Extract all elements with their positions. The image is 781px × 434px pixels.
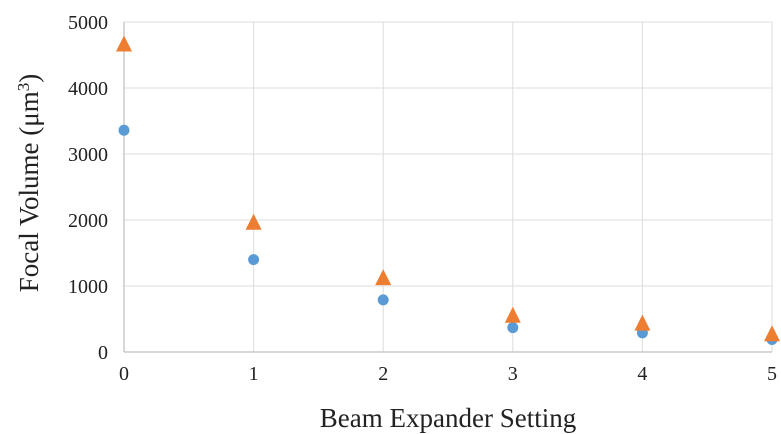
axes — [123, 22, 772, 353]
circle-point — [377, 294, 389, 306]
y-axis-label: Focal Volume (μm3) — [14, 74, 45, 292]
triangle-point — [634, 314, 651, 331]
y-tick-label: 1000 — [68, 276, 108, 298]
y-axis-label-prefix: Focal Volume (μm — [14, 91, 44, 292]
triangle-point — [245, 213, 262, 230]
data-points — [116, 35, 780, 345]
x-tick-label: 1 — [249, 363, 259, 385]
triangle-point — [764, 325, 780, 342]
y-axis-label-exponent: 3 — [14, 83, 33, 92]
x-axis-label: Beam Expander Setting — [320, 403, 576, 433]
y-axis-label-suffix: ) — [14, 74, 44, 83]
y-tick-label: 3000 — [68, 144, 108, 166]
triangle-point — [375, 269, 392, 286]
y-tick-label: 2000 — [68, 210, 108, 232]
x-tick-label: 5 — [767, 363, 777, 385]
y-tick-label: 5000 — [68, 12, 108, 34]
circle-point — [507, 322, 519, 334]
grid-lines — [124, 21, 773, 352]
x-tick-label: 4 — [637, 363, 647, 385]
circle-point — [118, 124, 130, 136]
triangle-point — [504, 306, 521, 323]
y-tick-label: 0 — [98, 342, 108, 364]
x-tick-label: 0 — [119, 363, 129, 385]
x-tick-label: 3 — [508, 363, 518, 385]
triangle-point — [116, 35, 132, 52]
tick-labels: 0 1000 2000 3000 4000 5000 0 1 2 3 4 5 — [68, 12, 777, 385]
y-tick-label: 4000 — [68, 78, 108, 100]
x-tick-label: 2 — [378, 363, 388, 385]
circle-point — [248, 254, 260, 266]
